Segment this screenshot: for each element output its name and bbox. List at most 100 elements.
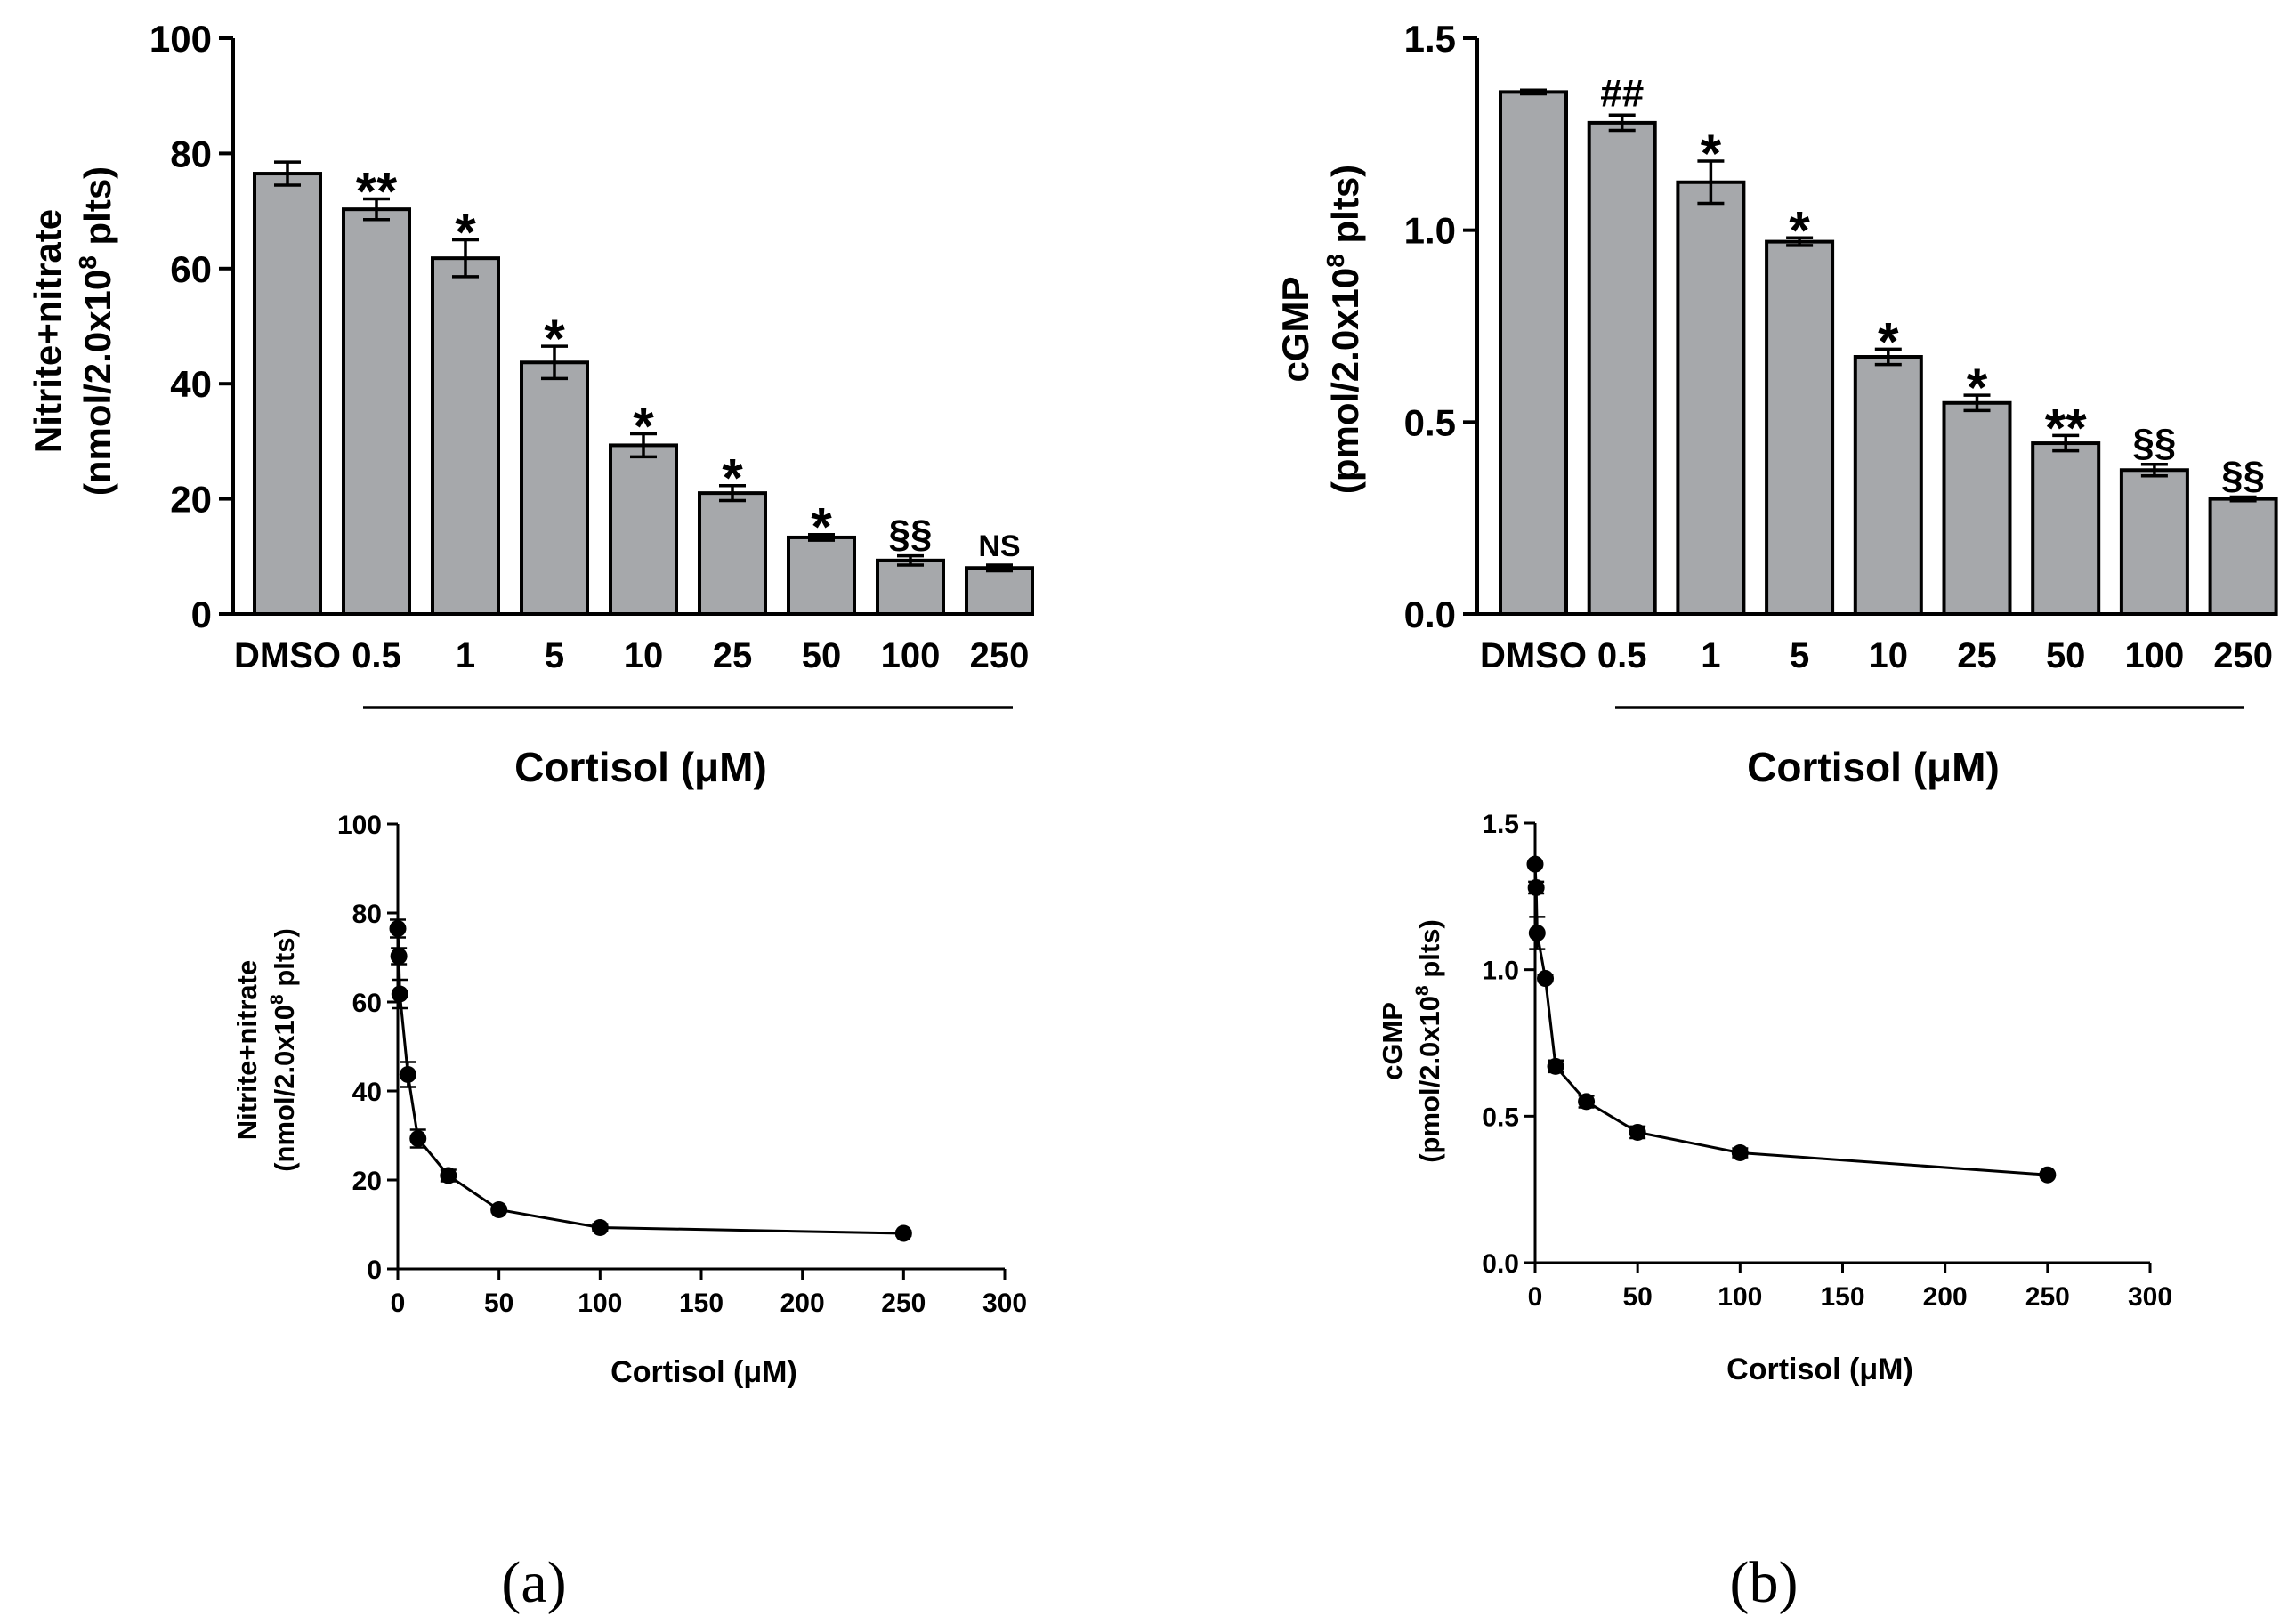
significance-label: ## xyxy=(1600,71,1644,115)
significance-label: * xyxy=(633,396,654,456)
x-tick-label: 150 xyxy=(1820,1282,1864,1312)
y-axis-label-line2-end: plts) xyxy=(269,928,300,994)
significance-label: NS xyxy=(978,529,1020,563)
y-tick-label: 40 xyxy=(352,1078,382,1107)
bar xyxy=(1765,239,1835,616)
y-tick-label: 20 xyxy=(352,1167,382,1196)
y-tick-label: 100 xyxy=(337,811,382,840)
y-axis-label-line2-end: plts) xyxy=(1324,165,1366,254)
significance-label: * xyxy=(1701,124,1722,183)
significance-label: * xyxy=(1878,311,1899,371)
bar xyxy=(787,535,856,616)
y-tick-label: 1.5 xyxy=(1482,810,1519,839)
category-label: 0.5 xyxy=(352,636,401,675)
y-axis-label: Nitrite+nitrate (nmol/2.0x108 plts) xyxy=(231,928,300,1172)
bar xyxy=(698,491,767,616)
y-tick-label: 1.5 xyxy=(1404,18,1456,60)
y-tick-label: 80 xyxy=(352,900,382,929)
y-tick-label: 0.0 xyxy=(1404,594,1456,635)
significance-label: * xyxy=(722,448,743,508)
chart-a-line: Nitrite+nitrate (nmol/2.0x108 plts) Cort… xyxy=(231,811,1027,1389)
data-point xyxy=(1537,970,1555,988)
significance-label: §§ xyxy=(889,513,933,556)
svg-text:(nmol/2.0x108 plts): (nmol/2.0x108 plts) xyxy=(267,928,300,1172)
category-label: 1 xyxy=(456,636,475,675)
bar xyxy=(342,207,411,616)
y-axis-label-line2: (nmol/2.0x10 xyxy=(269,1005,300,1172)
svg-text:(nmol/2.0x108 plts): (nmol/2.0x108 plts) xyxy=(74,166,118,496)
category-label: 10 xyxy=(1869,636,1909,675)
bar xyxy=(2031,441,2101,616)
y-tick-label: 60 xyxy=(352,989,382,1018)
chart-a-bar: Nitrite+nitrate (nmol/2.0x108 plts) Cort… xyxy=(27,18,1034,790)
x-axis-title: Cortisol (μM) xyxy=(610,1355,797,1389)
data-point xyxy=(1578,1093,1596,1111)
y-axis-label-line1: Nitrite+nitrate xyxy=(231,960,263,1140)
x-tick-label: 100 xyxy=(1718,1282,1762,1312)
category-label: 25 xyxy=(1957,636,1997,675)
y-axis-label: Nitrite+nitrate (nmol/2.0x108 plts) xyxy=(27,166,118,496)
significance-label: §§ xyxy=(2132,421,2176,465)
data-point xyxy=(1731,1144,1749,1161)
y-tick-label: 100 xyxy=(150,18,212,60)
category-label: 5 xyxy=(1790,636,1809,675)
category-label: DMSO xyxy=(1480,636,1587,675)
significance-label: ** xyxy=(356,162,398,222)
significance-label: * xyxy=(811,497,832,557)
data-point xyxy=(440,1167,457,1184)
y-tick-label: 1.0 xyxy=(1482,957,1519,986)
data-point xyxy=(399,1066,416,1083)
bar xyxy=(1499,90,1568,617)
significance-label: * xyxy=(1967,358,1988,417)
significance-label: * xyxy=(455,202,476,262)
bar xyxy=(609,443,678,616)
category-label: 1 xyxy=(1701,636,1720,675)
category-label: 0.5 xyxy=(1597,636,1647,675)
category-label: 100 xyxy=(2125,636,2185,675)
category-label: 50 xyxy=(802,636,842,675)
x-tick-label: 300 xyxy=(982,1289,1027,1318)
x-tick-label: 0 xyxy=(1528,1282,1543,1312)
bar xyxy=(965,566,1034,616)
category-label: 25 xyxy=(713,636,753,675)
y-axis-label-exponent: 8 xyxy=(267,994,287,1005)
data-point xyxy=(409,1130,427,1147)
y-tick-label: 80 xyxy=(170,133,212,174)
data-point xyxy=(1547,1057,1564,1075)
data-point xyxy=(391,985,408,1003)
bar xyxy=(2208,497,2278,616)
bar xyxy=(253,172,322,616)
svg-text:(pmol/2.0x108 plts): (pmol/2.0x108 plts) xyxy=(1322,165,1366,494)
svg-text:cGMP: cGMP xyxy=(1274,276,1316,382)
category-label: 50 xyxy=(2046,636,2086,675)
y-tick-label: 40 xyxy=(170,363,212,405)
category-label: 250 xyxy=(2213,636,2273,675)
y-axis-label-line2: (pmol/2.0x10 xyxy=(1414,996,1445,1163)
y-tick-label: 0 xyxy=(191,594,212,635)
data-point xyxy=(894,1224,912,1242)
y-axis-label-line2-end: plts) xyxy=(77,166,118,255)
y-axis-label-exponent: 8 xyxy=(1322,254,1349,268)
y-axis-label-exponent: 8 xyxy=(74,255,101,270)
y-axis-label: cGMP (pmol/2.0x108 plts) xyxy=(1274,165,1366,494)
data-point xyxy=(591,1219,609,1236)
series-line xyxy=(396,928,904,1235)
significance-label: §§ xyxy=(2221,453,2265,497)
x-tick-label: 250 xyxy=(2025,1282,2070,1312)
x-tick-label: 250 xyxy=(881,1289,926,1318)
panel-label-a: (a) xyxy=(501,1550,566,1615)
y-axis-label-line2-end: plts) xyxy=(1414,919,1445,985)
y-axis-label-line2: (nmol/2.0x10 xyxy=(77,270,118,496)
y-axis-label-exponent: 8 xyxy=(1412,985,1433,996)
category-label: 10 xyxy=(624,636,664,675)
x-tick-label: 200 xyxy=(1923,1282,1968,1312)
data-point xyxy=(2039,1166,2057,1184)
x-tick-label: 200 xyxy=(780,1289,825,1318)
svg-text:(pmol/2.0x108 plts): (pmol/2.0x108 plts) xyxy=(1412,919,1445,1163)
x-axis-title: Cortisol (μM) xyxy=(514,744,767,790)
data-point xyxy=(1528,925,1546,941)
bar xyxy=(1587,120,1657,617)
y-axis-label-line1: Nitrite+nitrate xyxy=(27,209,69,453)
x-tick-label: 50 xyxy=(1622,1282,1652,1312)
